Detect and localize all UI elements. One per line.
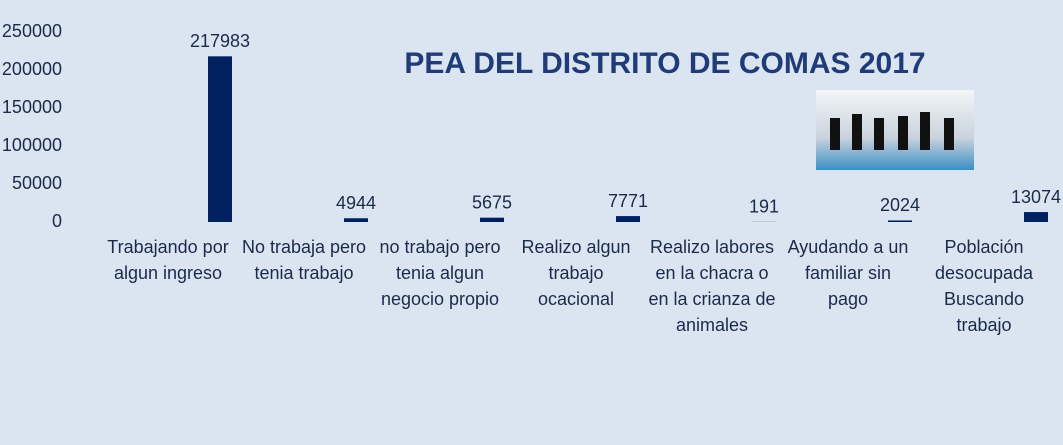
x-tick-label: Realizo labores en la chacra o en la cri… [648, 234, 776, 338]
x-tick-label: no trabajo pero tenia algun negocio prop… [376, 234, 504, 312]
x-tick-label: No trabaja pero tenia trabajo [240, 234, 368, 286]
bar [616, 216, 640, 222]
bar [1024, 212, 1048, 222]
value-label: 191 [749, 197, 779, 217]
chart: PEA DEL DISTRITO DE COMAS 2017 0 50000 100… [0, 0, 1063, 445]
value-label: 4944 [336, 193, 376, 213]
y-tick-label: 150000 [2, 97, 62, 117]
y-tick-label: 100000 [2, 135, 62, 155]
chart-title: PEA DEL DISTRITO DE COMAS 2017 [404, 47, 925, 80]
y-tick-label: 0 [52, 211, 62, 231]
y-tick-label: 250000 [2, 21, 62, 41]
value-label: 5675 [472, 192, 512, 212]
bar [480, 218, 504, 222]
value-label: 13074 [1011, 187, 1061, 207]
y-tick-label: 50000 [12, 173, 62, 193]
bar [344, 218, 368, 222]
bar [888, 220, 912, 222]
x-tick-label: Realizo algun trabajo ocacional [512, 234, 640, 312]
value-label: 2024 [880, 195, 920, 215]
chart-container: PEA DEL DISTRITO DE COMAS 2017 0 50000 100… [0, 0, 1063, 445]
value-label: 7771 [608, 191, 648, 211]
x-tick-label: Ayudando a un familiar sin pago [784, 234, 912, 312]
x-tick-label: Trabajando por algun ingreso [104, 234, 232, 286]
x-tick-label: Población desocupada Buscando trabajo [920, 234, 1048, 338]
y-tick-label: 200000 [2, 59, 62, 79]
bar [208, 56, 232, 222]
value-label: 217983 [190, 31, 250, 51]
